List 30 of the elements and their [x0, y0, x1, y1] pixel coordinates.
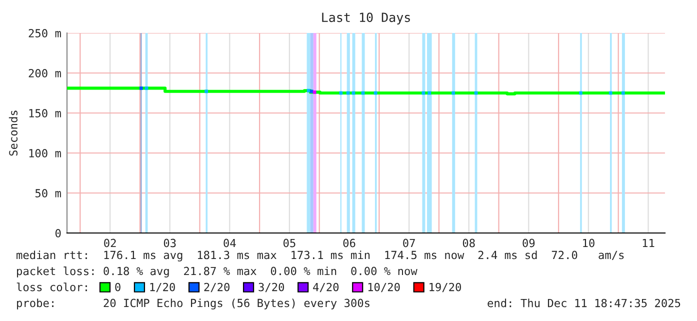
legend-label: 10/20 — [368, 282, 400, 292]
x-tick-label: 08 — [462, 238, 475, 248]
chart-title: Last 10 Days — [322, 12, 410, 24]
legend-label: 4/20 — [313, 282, 339, 292]
x-tick-label: 03 — [164, 238, 176, 248]
text: loss color: — [16, 282, 87, 292]
x-tick-label: 02 — [104, 238, 116, 248]
legend-label: 1/20 — [150, 282, 175, 292]
legend-label: 2/20 — [204, 282, 230, 292]
text: probe: 20 ICMP Echo Pings (56 Bytes) every 300s — [17, 298, 370, 310]
x-tick-label: 07 — [403, 238, 415, 248]
y-axis-title: Seconds — [8, 110, 18, 156]
legend-label: 3/20 — [258, 282, 284, 292]
legend-label: 0 — [115, 282, 120, 292]
text: end: Thu Dec 11 18:47:35 2025 — [488, 298, 680, 308]
x-tick-label: 05 — [283, 238, 296, 248]
x-tick-label: 06 — [343, 238, 356, 248]
text: median rtt: 176.1 ms avg 181.3 ms max 173.1 ms min 174.5 ms now 2.4 ms sd 72.0 am/s — [16, 250, 624, 262]
text: packet loss: 0.18 % avg 21.87 % max 0.00 % min 0.00 % now — [17, 266, 418, 278]
x-tick-label: 10 — [583, 238, 594, 248]
legend-label: 19/20 — [430, 282, 461, 292]
y-tick-label: 50 m — [35, 189, 61, 198]
y-tick-label: 250 m — [28, 29, 61, 38]
y-tick-label: 150 m — [29, 109, 61, 118]
y-tick-label: 0 — [55, 229, 61, 238]
y-tick-label: 100 m — [29, 149, 61, 158]
y-tick-label: 200 m — [28, 69, 61, 78]
x-tick-label: 09 — [522, 238, 535, 248]
x-tick-label: 11 — [642, 238, 654, 248]
x-tick-label: 04 — [224, 238, 236, 248]
